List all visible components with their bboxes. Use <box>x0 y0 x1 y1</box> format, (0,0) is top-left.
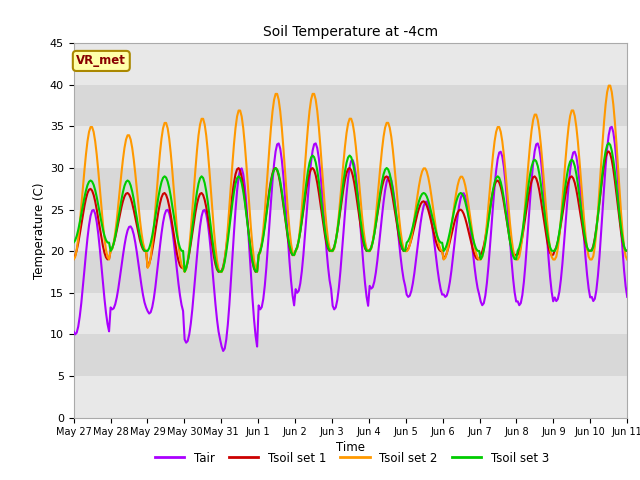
Text: VR_met: VR_met <box>76 54 126 67</box>
Legend: Tair, Tsoil set 1, Tsoil set 2, Tsoil set 3: Tair, Tsoil set 1, Tsoil set 2, Tsoil se… <box>150 447 554 469</box>
Bar <box>74 376 627 418</box>
Bar <box>74 43 627 85</box>
Y-axis label: Temperature (C): Temperature (C) <box>33 182 45 279</box>
Bar <box>74 168 627 210</box>
Title: Soil Temperature at -4cm: Soil Temperature at -4cm <box>263 25 438 39</box>
Bar <box>74 126 627 168</box>
Bar <box>74 335 627 376</box>
X-axis label: Time: Time <box>336 442 365 455</box>
Bar <box>74 251 627 293</box>
Bar <box>74 293 627 335</box>
Bar <box>74 85 627 126</box>
Bar <box>74 210 627 251</box>
